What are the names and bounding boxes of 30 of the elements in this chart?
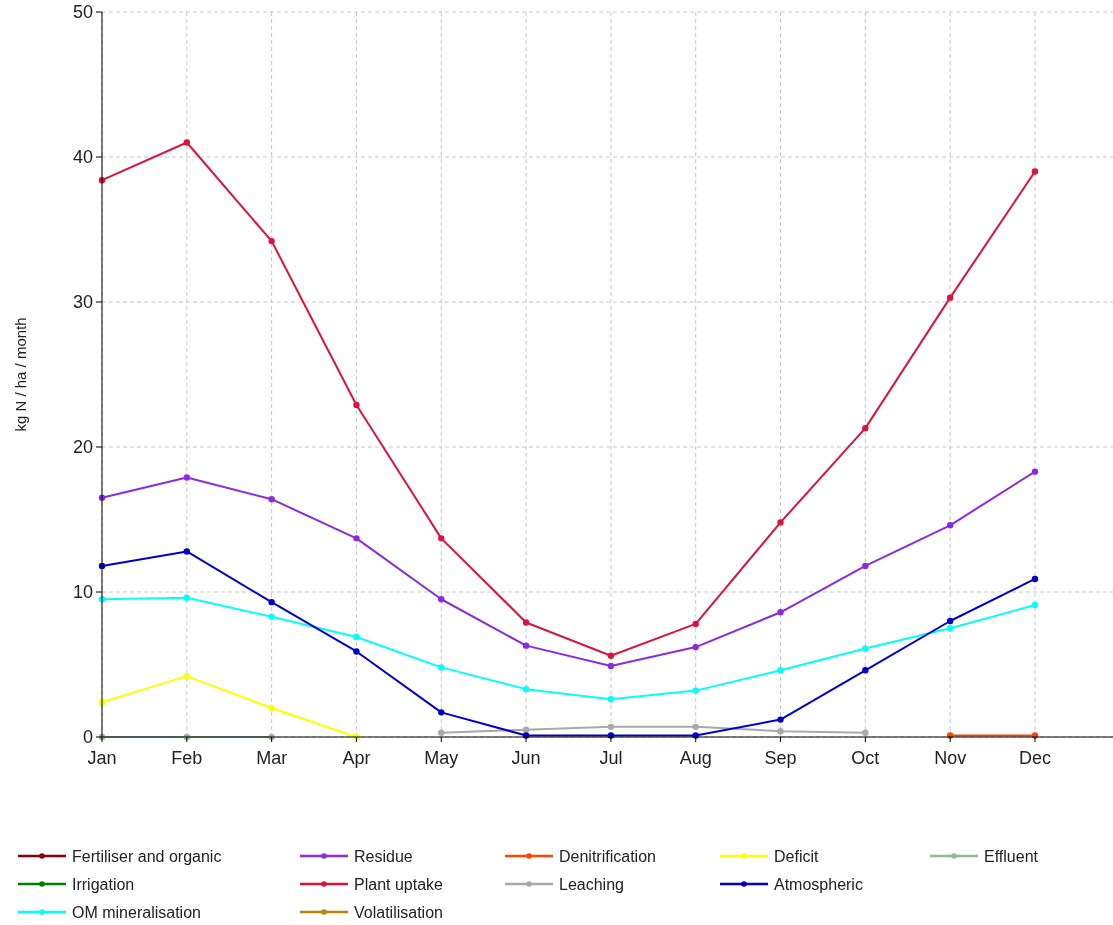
legend-label: Deficit — [774, 847, 820, 865]
legend-label: Fertiliser and organic — [72, 847, 222, 865]
x-tick-label: Nov — [934, 748, 967, 768]
y-axis-title: kg N / ha / month — [12, 317, 29, 432]
y-tick-label: 50 — [72, 2, 93, 23]
x-tick-label: Feb — [171, 748, 203, 768]
x-tick-label: Jun — [511, 748, 541, 768]
x-tick-label: Apr — [342, 748, 371, 768]
legend-label: Effluent — [984, 847, 1039, 865]
legend-label: Irrigation — [72, 875, 135, 893]
x-tick-label: Dec — [1018, 748, 1051, 768]
y-tick-label: 10 — [72, 582, 93, 603]
y-tick-label: 20 — [72, 437, 93, 458]
x-tick-label: May — [424, 748, 459, 768]
legend-label: OM mineralisation — [72, 903, 201, 921]
legend-label: Residue — [354, 847, 413, 865]
legend-label: Atmospheric — [774, 875, 863, 893]
x-tick-label: Jul — [599, 748, 623, 768]
x-tick-label: Oct — [851, 748, 880, 768]
y-tick-label: 40 — [72, 147, 93, 168]
x-tick-label: Jan — [87, 748, 117, 768]
y-tick-label: 30 — [72, 292, 93, 313]
legend-label: Leaching — [559, 875, 624, 893]
y-tick-label: 0 — [82, 727, 93, 748]
x-tick-label: Sep — [764, 748, 797, 768]
legend-label: Denitrification — [559, 847, 656, 865]
legend-label: Plant uptake — [354, 875, 444, 893]
x-tick-label: Aug — [679, 748, 712, 768]
x-tick-label: Mar — [256, 748, 288, 768]
legend-label: Volatilisation — [354, 903, 443, 921]
